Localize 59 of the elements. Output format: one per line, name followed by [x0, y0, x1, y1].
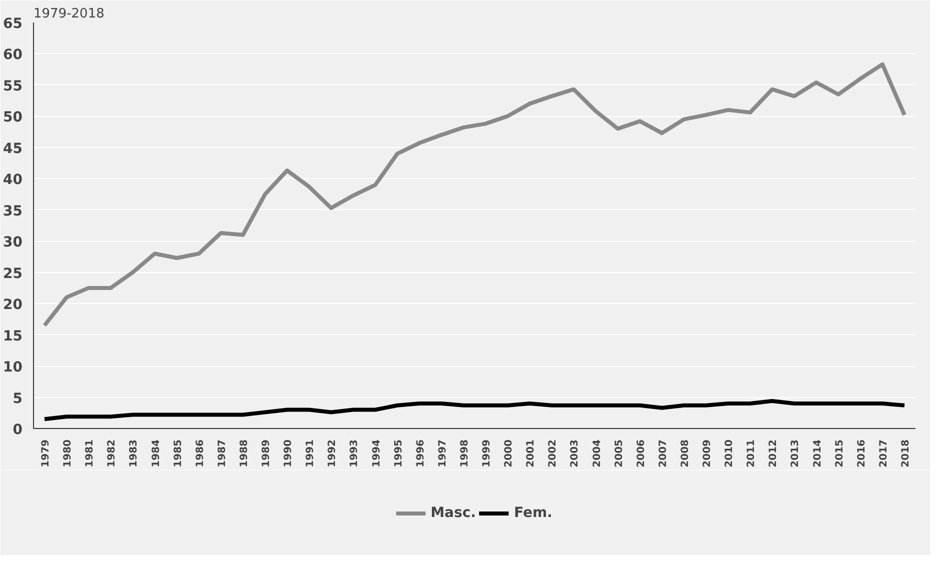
y-tick-label: 55	[3, 78, 22, 94]
x-tick-label: 1991	[305, 439, 316, 468]
line-series	[42, 399, 906, 422]
x-tick-label: 2016	[856, 439, 868, 468]
x-tick-label: 2001	[526, 439, 537, 468]
x-tick-label: 1985	[172, 439, 184, 468]
x-tick-label: 2012	[768, 439, 780, 468]
x-tick-label: 1996	[415, 439, 426, 468]
y-tick-label: 15	[3, 328, 22, 344]
x-tick-label: 2011	[746, 439, 758, 468]
x-tick-label: 1997	[437, 439, 448, 468]
y-tick-label: 10	[3, 360, 23, 376]
y-tick-label: 45	[3, 140, 22, 157]
x-tick-label: 2014	[812, 439, 824, 468]
y-tick-label: 30	[3, 234, 23, 251]
x-tick-label: 1995	[393, 439, 404, 468]
x-tick-label: 1992	[327, 439, 338, 468]
x-tick-label: 2017	[878, 439, 890, 468]
x-tick-label: 1981	[84, 439, 96, 468]
x-tick-label: 1983	[128, 439, 140, 468]
legend-label: Fem.	[514, 504, 552, 520]
y-tick-label: 50	[3, 110, 23, 126]
x-tick-label: 2008	[680, 439, 691, 468]
y-tick-label: 25	[3, 266, 22, 282]
x-tick-label: 1998	[459, 439, 470, 468]
x-tick-label: 1990	[283, 439, 294, 468]
x-tick-label: 1988	[238, 439, 250, 468]
x-tick-label: 1994	[371, 439, 382, 468]
legend-label: Masc.	[430, 504, 476, 520]
x-tick-label: 2018	[900, 439, 912, 468]
y-tick-label: 65	[3, 16, 22, 32]
x-tick-label: 1979	[40, 439, 52, 468]
y-tick-label: 0	[12, 422, 23, 438]
y-tick-label: 35	[3, 203, 22, 220]
x-tick-label: 1989	[261, 439, 272, 468]
y-tick-label: 5	[12, 390, 23, 407]
x-tick-label: 2004	[592, 439, 603, 468]
x-tick-label: 2003	[570, 439, 581, 468]
x-tick-label: 1980	[62, 439, 74, 468]
y-tick-label: 20	[3, 297, 23, 314]
x-tick-label: 2013	[790, 439, 802, 468]
x-tick-label: 1987	[216, 439, 228, 468]
x-tick-label: 1993	[349, 439, 360, 468]
chart-title: 1979-2018	[34, 6, 104, 22]
x-tick-label: 2000	[504, 439, 515, 468]
x-tick-label: 1982	[106, 439, 118, 468]
x-tick-label: 1984	[150, 439, 162, 468]
x-tick-label: 2005	[614, 439, 625, 468]
line-series	[42, 62, 906, 328]
x-tick-label: 2009	[702, 439, 714, 468]
x-tick-label: 2010	[724, 439, 736, 468]
x-tick-label: 1986	[194, 439, 206, 468]
x-tick-label: 2006	[636, 439, 647, 468]
x-tick-label: 2007	[658, 439, 669, 468]
x-tick-label: 1999	[482, 439, 493, 468]
y-tick-label: 60	[3, 47, 23, 64]
x-tick-label: 2015	[834, 439, 846, 468]
y-tick-label: 40	[3, 172, 23, 188]
x-tick-label: 2002	[548, 439, 559, 468]
